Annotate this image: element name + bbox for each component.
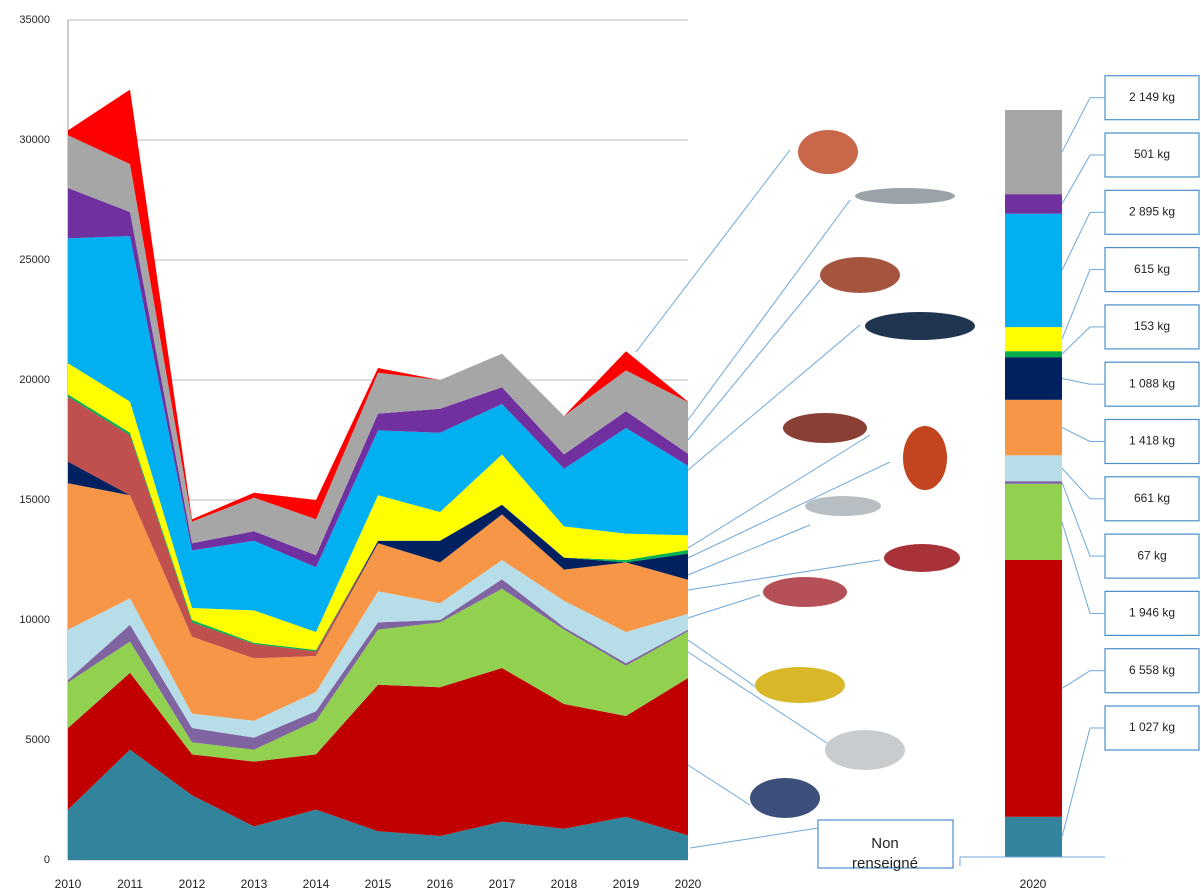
- bar-segment: [1005, 484, 1062, 560]
- y-tick-label: 5000: [26, 734, 50, 746]
- value-label: 6 558 kg: [1129, 663, 1175, 677]
- bar-segment: [1005, 194, 1062, 214]
- x-tick-label: 2010: [55, 877, 82, 891]
- bar-segment: [1005, 357, 1062, 400]
- x-tick-label: 2015: [365, 877, 392, 891]
- value-label: 2 895 kg: [1129, 204, 1175, 218]
- bar-category: 2020: [1020, 877, 1047, 891]
- leader-line: [1062, 728, 1090, 837]
- value-label: 1 088 kg: [1129, 376, 1175, 390]
- x-tick-label: 2018: [551, 877, 578, 891]
- value-label: 615 kg: [1134, 262, 1170, 276]
- bar-segment: [1005, 455, 1062, 481]
- bar-segment: [1005, 110, 1062, 194]
- chart: 0 5000 10000 15000 20000 25000 30000 35000 2010 2…: [0, 0, 1201, 896]
- x-tick-label: 2013: [241, 877, 268, 891]
- x-tick-label: 2020: [675, 877, 702, 891]
- leader-line: [1062, 212, 1090, 270]
- y-tick-label: 10000: [19, 614, 50, 626]
- x-tick-label: 2016: [427, 877, 454, 891]
- x-tick-label: 2012: [179, 877, 206, 891]
- value-label: 1 418 kg: [1129, 434, 1175, 448]
- plot: 0 5000 10000 15000 20000 25000 30000 35000 2010 2…: [19, 14, 1199, 891]
- leader-line: [1062, 98, 1090, 152]
- value-label: 2 149 kg: [1129, 90, 1175, 104]
- value-label: 501 kg: [1134, 147, 1170, 161]
- x-tick-label: 2011: [117, 877, 143, 891]
- x-tick-label: 2014: [303, 877, 330, 891]
- y-tick-label: 35000: [19, 14, 50, 26]
- value-label: 67 kg: [1137, 548, 1166, 562]
- bar-segment: [1005, 214, 1062, 327]
- y-tick-label: 0: [44, 854, 50, 866]
- value-label: 153 kg: [1134, 319, 1170, 333]
- bar-segment: [1005, 481, 1062, 484]
- bar-segment: [1005, 327, 1062, 351]
- y-tick-label: 30000: [19, 134, 50, 146]
- bar-segment: [1005, 400, 1062, 456]
- value-label: 1 946 kg: [1129, 606, 1175, 620]
- bar-segment: [1005, 560, 1062, 817]
- leader-line: [1062, 155, 1090, 204]
- y-tick-label: 20000: [19, 374, 50, 386]
- leader-line: [1062, 428, 1090, 442]
- leader-line: [1062, 671, 1090, 689]
- leader-line: [1062, 378, 1090, 384]
- x-tick-label: 2019: [613, 877, 640, 891]
- leader-line: [1062, 522, 1090, 613]
- value-label: 1 027 kg: [1129, 720, 1175, 734]
- y-tick-label: 25000: [19, 254, 50, 266]
- value-label: 661 kg: [1134, 491, 1170, 505]
- leader-line: [1062, 270, 1090, 340]
- y-tick-label: 15000: [19, 494, 50, 506]
- leader-line: [1062, 327, 1090, 354]
- bar-segment: [1005, 351, 1062, 357]
- x-tick-label: 2017: [489, 877, 516, 891]
- bar-segment: [1005, 817, 1062, 857]
